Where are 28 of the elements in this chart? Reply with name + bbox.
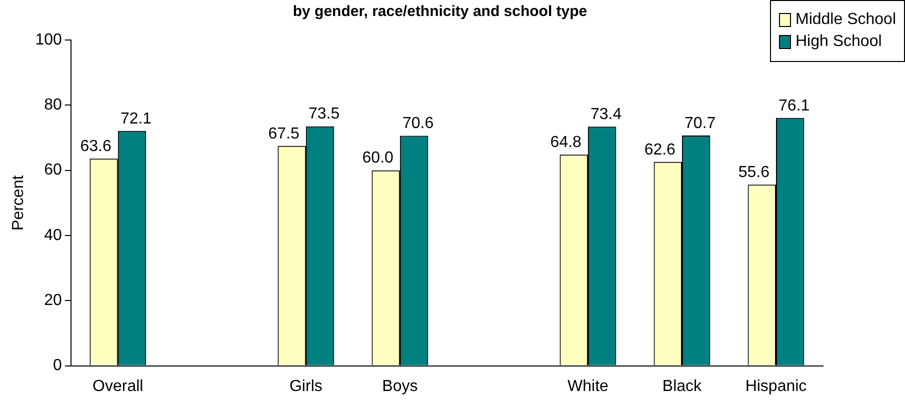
x-tick-label: Overall: [92, 378, 144, 395]
x-tick-label: Hispanic: [745, 378, 807, 395]
data-label: 60.0: [362, 150, 394, 167]
y-tick-label: 40: [44, 226, 62, 244]
x-tick-label: Girls: [289, 378, 322, 395]
y-tick-label: 20: [44, 292, 62, 310]
x-tick-label: Boys: [382, 378, 418, 395]
legend-label: High School: [796, 33, 882, 51]
data-label: 70.7: [684, 114, 716, 132]
x-tick-label: White: [568, 378, 609, 395]
data-label: 67.5: [268, 125, 300, 142]
y-axis-title: Percent: [10, 174, 28, 230]
x-tick-label: Black: [662, 378, 703, 395]
data-label: 62.6: [644, 141, 676, 158]
data-label: 76.1: [778, 97, 810, 114]
chart-title: by gender, race/ethnicity and school type: [292, 3, 588, 20]
y-tick-label: 100: [35, 31, 62, 48]
data-label: 70.6: [402, 115, 434, 132]
legend-label: Middle School: [796, 11, 896, 29]
data-label: 73.5: [308, 106, 340, 123]
data-label: 64.8: [550, 134, 582, 152]
data-label: 73.4: [590, 106, 622, 124]
data-label: 63.6: [80, 138, 112, 155]
data-label: 72.1: [120, 110, 152, 128]
data-label: 55.6: [738, 164, 770, 182]
y-tick-label: 0: [52, 357, 62, 374]
y-tick-label: 80: [44, 96, 62, 114]
y-tick-label: 60: [44, 162, 62, 179]
